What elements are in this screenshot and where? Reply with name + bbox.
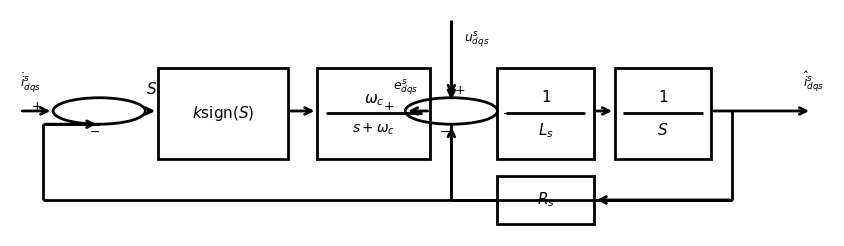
- Text: $\dot{i}^s_{dqs}$: $\dot{i}^s_{dqs}$: [19, 71, 41, 94]
- Text: $-$: $-$: [501, 107, 513, 120]
- Bar: [497, 176, 594, 224]
- Bar: [614, 68, 711, 159]
- Text: $+$: $+$: [383, 100, 394, 113]
- Bar: [158, 68, 288, 159]
- Text: $u^s_{dqs}$: $u^s_{dqs}$: [464, 29, 490, 49]
- Text: $1$: $1$: [540, 89, 551, 105]
- Bar: [317, 68, 430, 159]
- Text: $+$: $+$: [30, 100, 42, 113]
- Text: $+$: $+$: [454, 84, 465, 97]
- Text: $S$: $S$: [146, 80, 157, 96]
- Text: $\hat{i}^s_{dqs}$: $\hat{i}^s_{dqs}$: [803, 70, 825, 94]
- Text: $-$: $-$: [439, 125, 450, 138]
- Text: $L_s$: $L_s$: [538, 121, 554, 139]
- Text: $S$: $S$: [657, 122, 668, 138]
- Text: $1$: $1$: [658, 89, 668, 105]
- Text: $R_s$: $R_s$: [537, 191, 555, 209]
- Text: $s+\omega_c$: $s+\omega_c$: [352, 121, 395, 137]
- Text: $-$: $-$: [89, 125, 100, 138]
- Text: $e^s_{dqs}$: $e^s_{dqs}$: [392, 77, 418, 96]
- Text: $k\mathrm{sign}(S)$: $k\mathrm{sign}(S)$: [192, 104, 254, 123]
- Text: $\omega_c$: $\omega_c$: [364, 92, 384, 108]
- Bar: [497, 68, 594, 159]
